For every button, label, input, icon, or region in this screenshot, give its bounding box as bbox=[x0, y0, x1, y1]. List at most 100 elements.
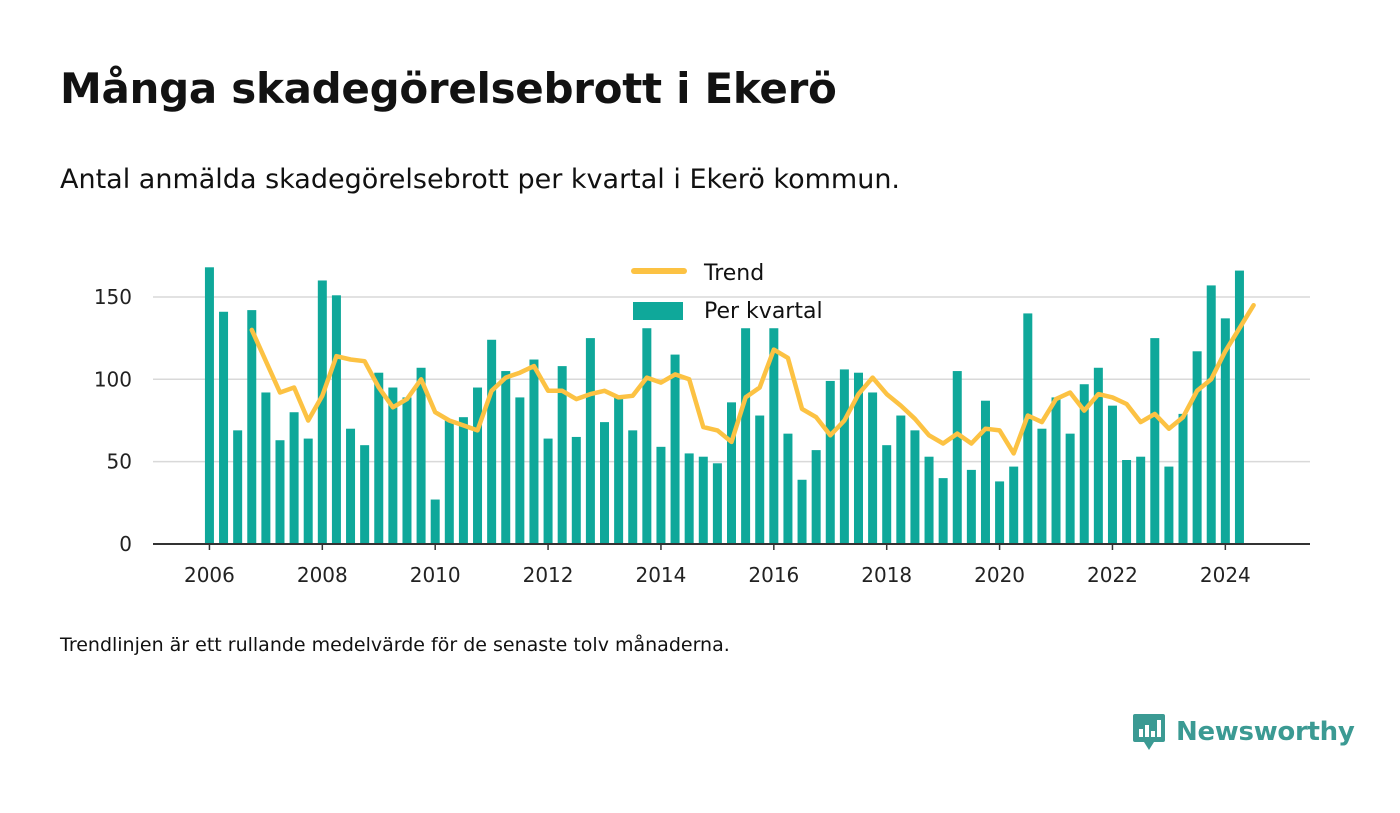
bar bbox=[430, 499, 440, 544]
bar bbox=[727, 402, 736, 544]
bar bbox=[698, 456, 708, 544]
bar bbox=[1065, 433, 1075, 544]
legend-bars-swatch bbox=[633, 302, 683, 320]
legend-trend-swatch bbox=[631, 268, 687, 274]
bar bbox=[924, 456, 934, 544]
bar bbox=[458, 417, 468, 544]
bar bbox=[839, 369, 849, 544]
bar bbox=[529, 359, 539, 544]
bar bbox=[346, 428, 356, 544]
x-tick-label: 2022 bbox=[1087, 563, 1138, 587]
bar bbox=[1234, 270, 1244, 544]
brand: Newsworthy bbox=[1132, 710, 1355, 754]
bar bbox=[600, 422, 610, 544]
bar bbox=[966, 469, 976, 544]
bar bbox=[487, 339, 497, 544]
bar bbox=[811, 450, 821, 544]
bar bbox=[755, 415, 765, 544]
bar bbox=[1107, 405, 1117, 544]
axes: 0 50 100 150 2006 2008 2010 2012 2014 2016 2018 202… bbox=[94, 285, 1310, 587]
bar bbox=[1009, 466, 1019, 544]
bar bbox=[882, 445, 892, 544]
bar bbox=[233, 430, 243, 544]
bar bbox=[444, 420, 454, 544]
x-tick-label: 2012 bbox=[523, 563, 574, 587]
y-tick-label: 100 bbox=[94, 367, 132, 391]
bar bbox=[712, 463, 722, 544]
y-tick-label: 50 bbox=[107, 450, 132, 474]
bar bbox=[980, 400, 990, 544]
y-tick-label: 150 bbox=[94, 285, 132, 309]
bar bbox=[910, 430, 920, 544]
bar bbox=[783, 433, 793, 544]
bar bbox=[571, 436, 581, 544]
bar bbox=[896, 415, 906, 544]
bar bbox=[1136, 456, 1146, 544]
bar bbox=[416, 367, 426, 544]
bar bbox=[1122, 460, 1132, 544]
x-tick-label: 2016 bbox=[748, 563, 799, 587]
bar bbox=[289, 412, 299, 544]
chart-title: Många skadegörelsebrott i Ekerö bbox=[60, 64, 837, 113]
bar bbox=[585, 338, 595, 544]
bar bbox=[473, 387, 483, 544]
bar bbox=[303, 438, 313, 544]
bar-line-chart: 0 50 100 150 2006 2008 2010 2012 2014 2016 2018 202… bbox=[94, 261, 1310, 587]
x-tick-label: 2008 bbox=[297, 563, 348, 587]
trend-line bbox=[249, 302, 1256, 456]
brand-name: Newsworthy bbox=[1176, 717, 1355, 747]
bar bbox=[1150, 338, 1160, 544]
bar bbox=[557, 366, 567, 544]
bar bbox=[204, 267, 214, 544]
legend-bars-label: Per kvartal bbox=[704, 299, 823, 324]
bar bbox=[331, 295, 341, 544]
bar bbox=[1079, 384, 1089, 544]
bar bbox=[261, 392, 271, 544]
bar bbox=[1206, 285, 1216, 544]
bar bbox=[1178, 413, 1188, 544]
bar bbox=[952, 371, 962, 544]
bar bbox=[1051, 397, 1061, 544]
newsworthy-logo-icon bbox=[1133, 714, 1165, 750]
x-tick-label: 2020 bbox=[974, 563, 1025, 587]
bar bbox=[684, 453, 694, 544]
bar bbox=[769, 328, 779, 544]
bar bbox=[1192, 351, 1202, 544]
bar bbox=[275, 440, 285, 544]
bar bbox=[642, 328, 652, 544]
bar bbox=[543, 438, 553, 544]
legend: Trend Per kvartal bbox=[631, 261, 823, 324]
bar bbox=[1023, 313, 1033, 544]
bar bbox=[741, 328, 751, 544]
bar bbox=[825, 380, 835, 544]
bar bbox=[515, 397, 525, 544]
bar bbox=[614, 395, 624, 544]
x-tick-label: 2006 bbox=[184, 563, 235, 587]
bar bbox=[670, 354, 680, 544]
bar bbox=[797, 479, 807, 544]
bar bbox=[219, 311, 229, 544]
footnote: Trendlinjen är ett rullande medelvärde f… bbox=[60, 634, 730, 656]
bar bbox=[1220, 318, 1230, 544]
bar bbox=[402, 397, 412, 544]
bar bbox=[938, 478, 948, 544]
chart-subtitle: Antal anmälda skadegörelsebrott per kvar… bbox=[60, 164, 901, 195]
x-tick-label: 2024 bbox=[1200, 563, 1251, 587]
trend-series bbox=[249, 302, 1256, 456]
x-tick-label: 2010 bbox=[410, 563, 461, 587]
bar bbox=[1164, 466, 1174, 544]
x-tick-label: 2018 bbox=[861, 563, 912, 587]
bar bbox=[853, 372, 863, 544]
bar bbox=[628, 430, 638, 544]
bar bbox=[1037, 428, 1047, 544]
bar bbox=[1093, 367, 1103, 544]
bar bbox=[374, 372, 384, 544]
bar bbox=[501, 371, 511, 544]
bar bbox=[995, 481, 1005, 544]
x-tick-label: 2014 bbox=[635, 563, 686, 587]
bar-series bbox=[204, 267, 1244, 544]
bar bbox=[388, 387, 398, 544]
y-tick-label: 0 bbox=[119, 532, 132, 556]
bar bbox=[317, 280, 327, 544]
bar bbox=[360, 445, 370, 544]
